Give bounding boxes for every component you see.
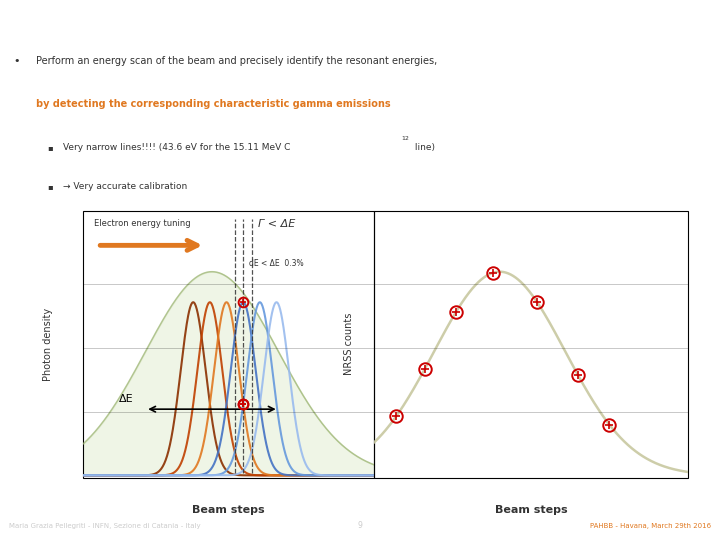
- Bar: [374, 211, 688, 478]
- Text: ΔE: ΔE: [120, 394, 134, 404]
- Text: ▪: ▪: [47, 143, 53, 152]
- Text: ▪: ▪: [47, 181, 53, 191]
- Text: 9: 9: [358, 522, 362, 530]
- Text: by detecting the corresponding characteristic gamma emissions: by detecting the corresponding character…: [36, 99, 391, 109]
- Text: → Very accurate calibration: → Very accurate calibration: [63, 181, 188, 191]
- Text: NRSS counts: NRSS counts: [344, 313, 354, 375]
- Text: Perform an energy scan of the beam and precisely identify the resonant energies,: Perform an energy scan of the beam and p…: [36, 57, 437, 66]
- Text: 12: 12: [401, 136, 409, 141]
- Text: Beam steps: Beam steps: [192, 504, 265, 515]
- Text: Electron energy tuning: Electron energy tuning: [94, 219, 191, 228]
- Text: Maria Grazia Pellegriti - INFN, Sezione di Catania - Italy: Maria Grazia Pellegriti - INFN, Sezione …: [9, 523, 200, 529]
- Text: Photon density: Photon density: [42, 308, 53, 381]
- Text: dE < ΔE  0.3%: dE < ΔE 0.3%: [249, 259, 304, 268]
- Text: Beam steps: Beam steps: [495, 504, 567, 515]
- Text: Very narrow lines!!!! (43.6 eV for the 15.11 MeV C: Very narrow lines!!!! (43.6 eV for the 1…: [63, 143, 291, 152]
- Text: line): line): [412, 143, 435, 152]
- Bar: [83, 211, 374, 478]
- Text: Nuclear Resonant Scattering System – Concept: Nuclear Resonant Scattering System – Con…: [9, 19, 434, 35]
- Text: •: •: [13, 57, 19, 66]
- Text: Γ < ΔE: Γ < ΔE: [258, 219, 295, 228]
- Text: PAHBB - Havana, March 29th 2016: PAHBB - Havana, March 29th 2016: [590, 523, 711, 529]
